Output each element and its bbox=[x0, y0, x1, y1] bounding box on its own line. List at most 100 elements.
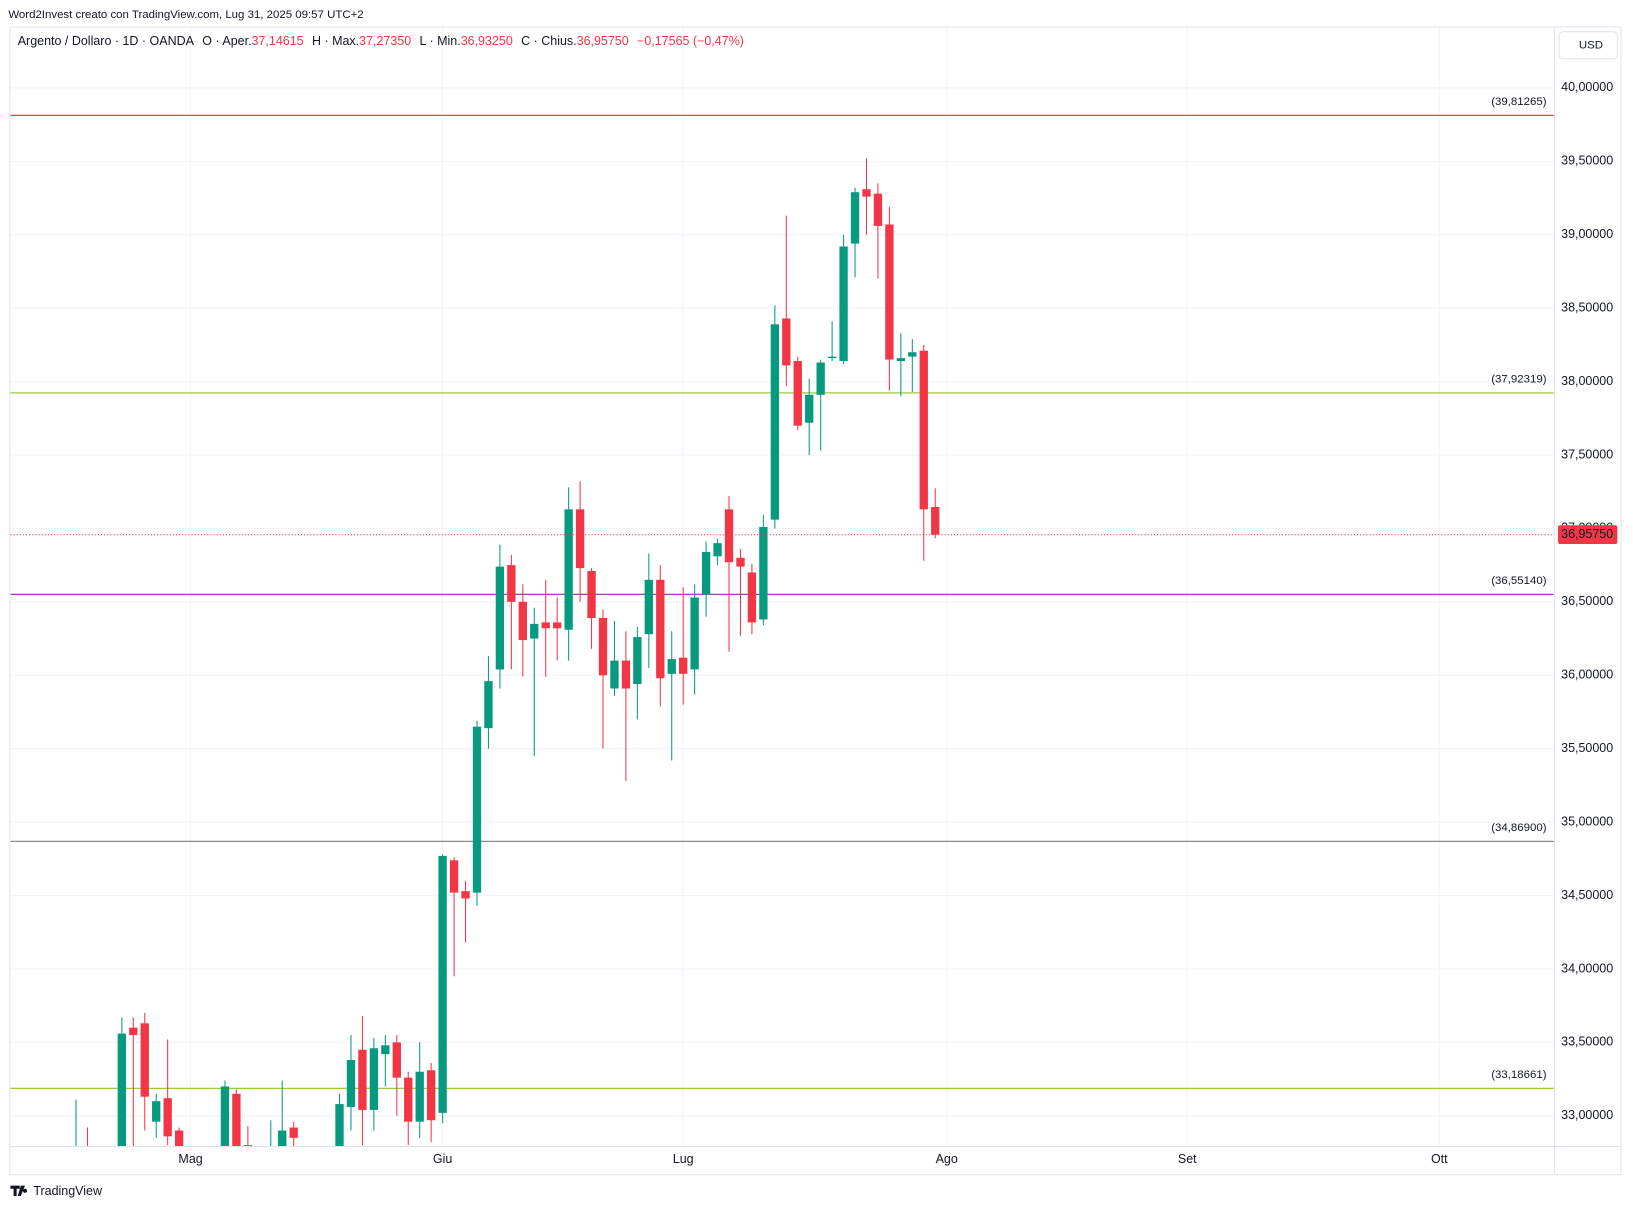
candle-body bbox=[564, 509, 573, 630]
candle-body bbox=[690, 597, 699, 670]
candle-body bbox=[484, 681, 493, 729]
axes: 33,00000 33,50000 34,00000 34,50000 35,00000… bbox=[178, 80, 1618, 1166]
legend: Argento / Dollaro · 1D · OANDA O · Aper.3… bbox=[18, 34, 744, 48]
candle-body bbox=[426, 1070, 436, 1121]
candle-body bbox=[598, 618, 608, 676]
y-tick-label: 37,50000 bbox=[1561, 447, 1613, 461]
candle-body bbox=[495, 566, 505, 670]
candle-body bbox=[278, 1130, 287, 1147]
candle-body bbox=[736, 557, 745, 567]
candle-body bbox=[701, 551, 711, 595]
candle-body bbox=[518, 601, 527, 641]
plot-area bbox=[10, 114, 1554, 1147]
candle-body bbox=[358, 1049, 367, 1110]
candle-body bbox=[656, 579, 665, 679]
header-text: Word2Invest creato con TradingView.com, … bbox=[8, 9, 363, 21]
candle-body bbox=[174, 1130, 184, 1147]
x-tick-label: Giu bbox=[433, 1152, 452, 1166]
candle-body bbox=[392, 1042, 401, 1078]
candle-body bbox=[507, 565, 516, 602]
candle-body bbox=[369, 1048, 379, 1110]
grid bbox=[10, 27, 1554, 1147]
y-tick-label: 33,00000 bbox=[1561, 1108, 1613, 1122]
x-tick-label: Ott bbox=[1431, 1152, 1448, 1166]
currency-label[interactable]: USD bbox=[1579, 39, 1603, 51]
legend-item: −0,17565 (−0,47%) bbox=[637, 34, 744, 48]
candle-body bbox=[587, 571, 596, 619]
candle-body bbox=[759, 526, 768, 620]
y-tick-label: 36,00000 bbox=[1561, 668, 1613, 682]
y-tick-label: 34,00000 bbox=[1561, 961, 1613, 975]
candle-body bbox=[793, 361, 802, 426]
candle-body bbox=[724, 509, 734, 563]
candle-body bbox=[621, 660, 631, 689]
candle-body bbox=[117, 1033, 127, 1147]
y-tick-label: 34,50000 bbox=[1561, 888, 1613, 902]
level-label: (37,92319) bbox=[1491, 373, 1547, 385]
candle-body bbox=[381, 1045, 390, 1055]
y-tick-label: 35,50000 bbox=[1561, 741, 1613, 755]
candle-body bbox=[575, 509, 585, 569]
y-tick-label: 39,50000 bbox=[1561, 154, 1613, 168]
candle-body bbox=[346, 1060, 356, 1107]
legend-item: L · Min. bbox=[420, 34, 461, 48]
last-price-box bbox=[1558, 525, 1618, 545]
candle-body bbox=[163, 1098, 172, 1137]
brand-logo bbox=[10, 1185, 28, 1197]
legend-item: 36,93250 bbox=[461, 34, 513, 48]
chart-frame bbox=[9, 26, 1622, 1176]
y-tick-label: 38,00000 bbox=[1561, 374, 1613, 388]
y-tick-label: 40,00000 bbox=[1561, 80, 1613, 94]
candle-body bbox=[667, 659, 676, 674]
x-tick-label: Ago bbox=[936, 1152, 958, 1166]
candle-body bbox=[644, 579, 653, 635]
candle-body bbox=[908, 352, 917, 357]
candle-body bbox=[243, 1145, 253, 1147]
candle-body bbox=[415, 1071, 424, 1122]
candle-body bbox=[827, 356, 837, 359]
candle-body bbox=[862, 189, 871, 197]
candle-body bbox=[931, 506, 940, 535]
candle-body bbox=[782, 318, 791, 366]
candle-body bbox=[404, 1077, 413, 1122]
candle-body bbox=[438, 855, 447, 1113]
candle-body bbox=[232, 1093, 241, 1147]
legend-item: Argento / Dollaro · 1D · OANDA bbox=[18, 34, 195, 48]
candle-body bbox=[713, 543, 722, 557]
x-tick-label: Mag bbox=[178, 1152, 202, 1166]
level-label: (34,86900) bbox=[1491, 822, 1547, 834]
x-tick-label: Lug bbox=[673, 1152, 694, 1166]
y-tick-label: 39,00000 bbox=[1561, 227, 1613, 241]
candle-body bbox=[449, 860, 459, 893]
candle-body bbox=[140, 1023, 149, 1097]
candle-body bbox=[873, 193, 883, 226]
legend-item: 36,95750 bbox=[577, 34, 629, 48]
candle-body bbox=[472, 726, 482, 893]
legend-item: H · Max. bbox=[312, 34, 359, 48]
candle-body bbox=[896, 358, 906, 362]
candle-body bbox=[335, 1104, 344, 1147]
level-label: (36,55140) bbox=[1491, 575, 1547, 587]
candle-body bbox=[805, 394, 814, 423]
y-tick-label: 36,50000 bbox=[1561, 594, 1613, 608]
legend-item: 37,27350 bbox=[359, 34, 411, 48]
candle-body bbox=[129, 1027, 138, 1036]
candle-body bbox=[747, 572, 757, 623]
y-tick-label: 38,50000 bbox=[1561, 300, 1613, 314]
candle-body bbox=[289, 1127, 298, 1138]
candle-body bbox=[461, 891, 470, 899]
candle-body bbox=[679, 657, 688, 674]
legend-item: O · Aper. bbox=[202, 34, 251, 48]
level-label: (39,81265) bbox=[1491, 96, 1547, 108]
currency-button[interactable] bbox=[1558, 31, 1618, 60]
candle-body bbox=[885, 224, 894, 360]
candle-body bbox=[850, 192, 860, 244]
candle-body bbox=[816, 362, 825, 395]
y-tick-label: 33,50000 bbox=[1561, 1035, 1613, 1049]
legend-item: C · Chius. bbox=[521, 34, 577, 48]
x-tick-label: Set bbox=[1178, 1152, 1197, 1166]
candle-body bbox=[919, 350, 928, 510]
legend-item: 37,14615 bbox=[252, 34, 304, 48]
